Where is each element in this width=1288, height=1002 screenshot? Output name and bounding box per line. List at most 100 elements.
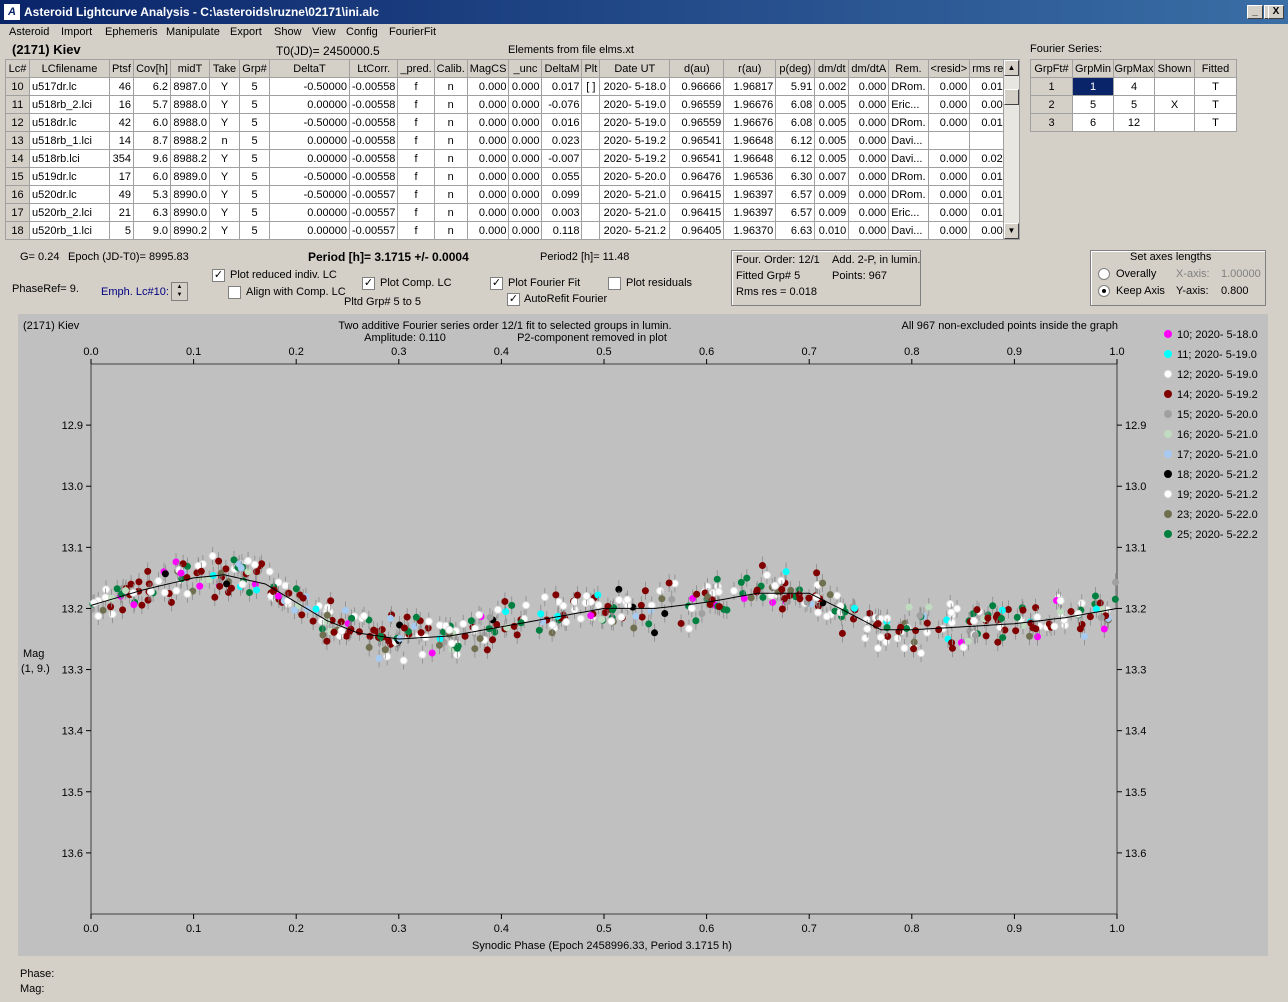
table-cell[interactable]: 2020- 5-19.0 — [599, 113, 671, 132]
table-cell[interactable]: 0.000 — [508, 77, 543, 96]
table-cell[interactable]: -0.50000 — [269, 167, 350, 186]
table-cell[interactable]: DRom. — [888, 77, 929, 96]
col-header[interactable]: midT — [170, 59, 210, 78]
menu-view[interactable]: View — [312, 26, 336, 38]
table-cell[interactable]: 5 — [109, 221, 134, 240]
fourier-row[interactable]: 3 6 12 T — [1030, 113, 1237, 132]
table-cell[interactable]: 1.96648 — [723, 131, 777, 150]
table-cell[interactable]: 0.000 — [508, 113, 543, 132]
table-cell[interactable]: 6.2 — [133, 77, 171, 96]
table-cell[interactable]: 0.000 — [466, 131, 510, 150]
fourier-cell[interactable]: 3 — [1030, 113, 1073, 132]
table-cell[interactable]: 0.000 — [927, 167, 971, 186]
table-row[interactable]: 17 u520rb_2.lci 21 6.3 8990.0 Y 5 0.00000 -0.005… — [5, 203, 1012, 222]
table-cell[interactable]: f — [397, 167, 435, 186]
table-cell[interactable]: 5 — [239, 77, 270, 96]
table-cell[interactable]: Y — [209, 221, 240, 240]
table-cell[interactable]: 0.003 — [541, 203, 583, 222]
table-cell[interactable]: 0.00000 — [269, 95, 350, 114]
table-cell[interactable]: 0.000 — [848, 95, 890, 114]
fourier-cell[interactable]: T — [1194, 77, 1237, 96]
table-cell[interactable]: 8988.0 — [170, 113, 210, 132]
table-cell[interactable]: 5 — [239, 149, 270, 168]
table-cell[interactable]: 46 — [109, 77, 134, 96]
table-cell[interactable]: 5 — [239, 203, 270, 222]
fourier-cell[interactable]: 5 — [1113, 95, 1155, 114]
table-cell[interactable]: 5 — [239, 131, 270, 150]
table-cell[interactable]: 5 — [239, 221, 270, 240]
table-cell[interactable]: 0.000 — [927, 149, 971, 168]
table-cell[interactable] — [581, 113, 601, 132]
table-scrollbar[interactable]: ▲ ▼ — [1003, 59, 1020, 240]
table-cell[interactable]: 1.96676 — [723, 95, 777, 114]
table-cell[interactable]: Y — [209, 113, 240, 132]
col-header[interactable]: p(deg) — [775, 59, 816, 78]
table-cell[interactable]: 8989.0 — [170, 167, 210, 186]
table-cell[interactable]: 6.63 — [775, 221, 816, 240]
table-cell[interactable]: u518rb_2.lci — [29, 95, 110, 114]
table-cell[interactable]: 2020- 5-19.2 — [599, 131, 671, 150]
table-cell[interactable]: 0.000 — [508, 167, 543, 186]
fourier-cell[interactable]: 5 — [1072, 95, 1114, 114]
table-cell[interactable]: Y — [209, 203, 240, 222]
table-cell[interactable]: u517dr.lc — [29, 77, 110, 96]
menu-export[interactable]: Export — [230, 26, 262, 38]
table-cell[interactable]: 1.96397 — [723, 203, 777, 222]
table-cell[interactable]: n — [433, 131, 468, 150]
fourier-cell[interactable]: 12 — [1113, 113, 1155, 132]
table-cell[interactable]: 0.005 — [814, 131, 850, 150]
table-cell[interactable]: -0.00557 — [348, 203, 399, 222]
table-cell[interactable]: 0.000 — [508, 149, 543, 168]
table-row[interactable]: 16 u520dr.lc 49 5.3 8990.0 Y 5 -0.50000 -0.00557… — [5, 185, 1012, 204]
table-cell[interactable]: 5 — [239, 113, 270, 132]
table-cell[interactable]: Y — [209, 185, 240, 204]
table-cell[interactable]: 8990.2 — [170, 221, 210, 240]
fourier-cell[interactable]: T — [1194, 113, 1237, 132]
table-cell[interactable] — [581, 203, 601, 222]
table-cell[interactable]: Y — [209, 149, 240, 168]
col-header[interactable]: _pred. — [397, 59, 435, 78]
plot-comp-checkbox[interactable]: ✓ — [362, 277, 375, 290]
table-cell[interactable]: 6.12 — [775, 149, 816, 168]
table-cell[interactable]: -0.00558 — [348, 77, 399, 96]
table-cell[interactable]: Davi... — [888, 221, 929, 240]
table-cell[interactable]: 2020- 5-20.0 — [599, 167, 671, 186]
table-cell[interactable]: 0.96559 — [669, 95, 725, 114]
table-cell[interactable]: 0.013 — [969, 185, 1012, 204]
table-cell[interactable]: 0.000 — [848, 167, 890, 186]
col-header[interactable]: LtCorr. — [348, 59, 399, 78]
fourier-cell[interactable] — [1154, 77, 1195, 96]
align-comp-checkbox[interactable] — [228, 286, 241, 299]
table-cell[interactable] — [581, 149, 601, 168]
table-cell[interactable]: 0.009 — [814, 185, 850, 204]
table-cell[interactable]: 0.000 — [508, 131, 543, 150]
fourier-cell[interactable]: X — [1154, 95, 1195, 114]
col-header[interactable]: dm/dt — [814, 59, 850, 78]
table-cell[interactable]: 0.020 — [969, 149, 1012, 168]
col-header[interactable]: Grp# — [239, 59, 270, 78]
table-cell[interactable]: -0.00558 — [348, 95, 399, 114]
col-header[interactable]: Plt — [581, 59, 601, 78]
table-cell[interactable]: Y — [209, 167, 240, 186]
col-header[interactable]: r(au) — [723, 59, 777, 78]
table-cell[interactable]: 1.96370 — [723, 221, 777, 240]
col-header[interactable]: LCfilename — [29, 59, 110, 78]
table-cell[interactable]: 0.000 — [927, 77, 971, 96]
col-header[interactable]: Lc# — [5, 59, 30, 78]
menu-import[interactable]: Import — [61, 26, 93, 38]
table-cell[interactable]: 0.000 — [927, 185, 971, 204]
table-cell[interactable]: 0.099 — [541, 185, 583, 204]
table-cell[interactable]: 6.08 — [775, 95, 816, 114]
table-cell[interactable]: Y — [209, 95, 240, 114]
table-cell[interactable]: 0.000 — [848, 131, 890, 150]
table-cell[interactable]: 0.000 — [508, 95, 543, 114]
table-cell[interactable]: 6.3 — [133, 203, 171, 222]
table-cell[interactable]: DRom. — [888, 113, 929, 132]
table-cell[interactable]: 0.000 — [466, 203, 510, 222]
plot-residuals-checkbox[interactable] — [608, 277, 621, 290]
table-cell[interactable]: n — [433, 185, 468, 204]
table-cell[interactable]: 0.007 — [814, 167, 850, 186]
table-cell[interactable]: 0.023 — [541, 131, 583, 150]
